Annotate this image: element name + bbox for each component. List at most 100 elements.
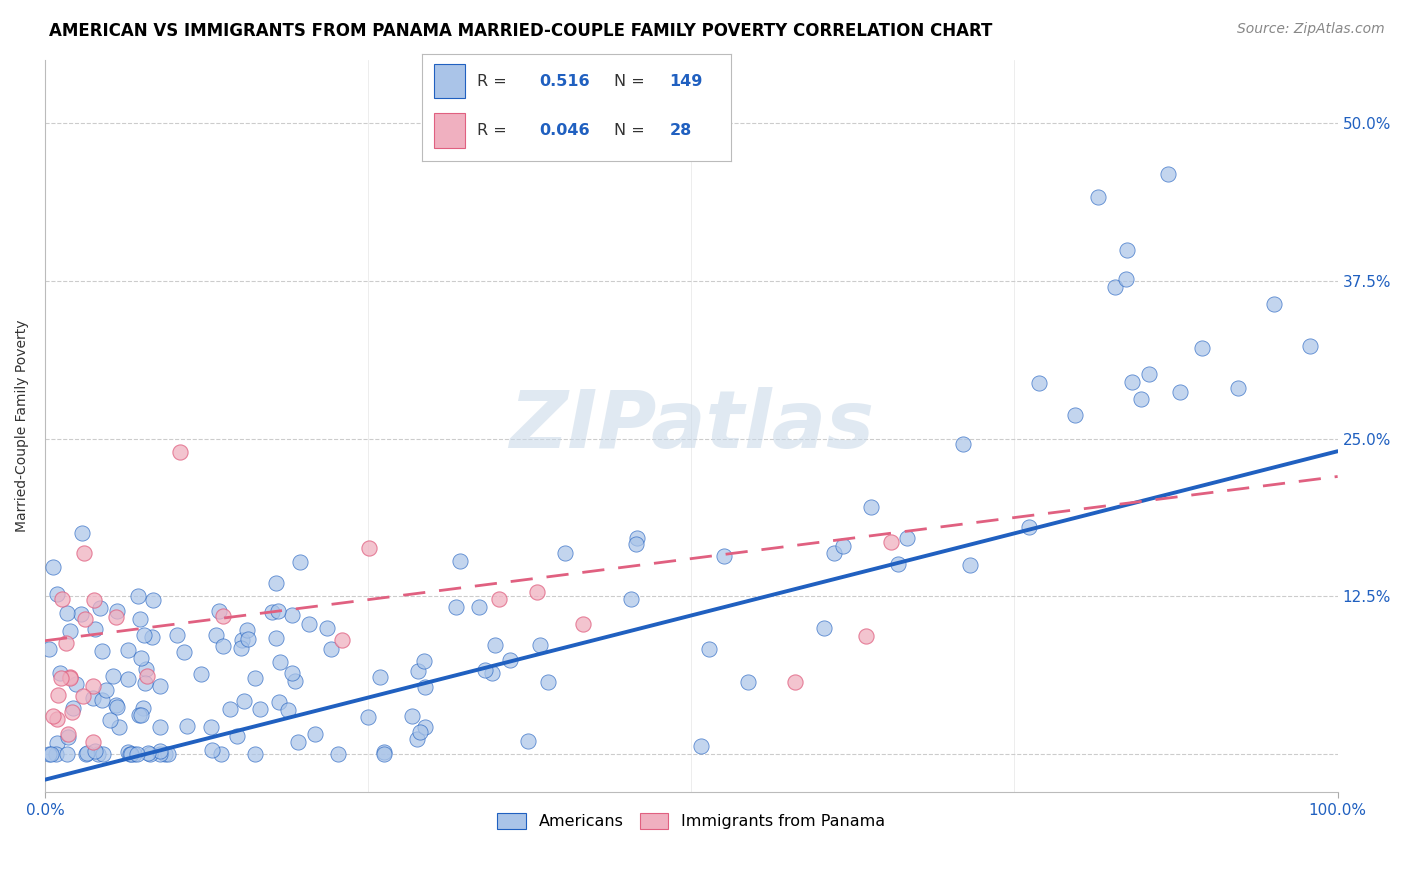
Point xyxy=(149,747,172,762)
Text: N =: N = xyxy=(613,123,650,138)
Point xyxy=(120,747,142,762)
Point xyxy=(42,559,65,574)
Point xyxy=(373,745,395,759)
Text: AMERICAN VS IMMIGRANTS FROM PANAMA MARRIED-COUPLE FAMILY POVERTY CORRELATION CHA: AMERICAN VS IMMIGRANTS FROM PANAMA MARRI… xyxy=(49,22,993,40)
Point xyxy=(326,747,349,762)
Point xyxy=(56,747,79,762)
Point xyxy=(86,747,108,762)
Legend: Americans, Immigrants from Panama: Americans, Immigrants from Panama xyxy=(491,806,891,836)
Point xyxy=(277,703,299,717)
Point xyxy=(169,445,191,459)
Point xyxy=(231,632,253,647)
Point xyxy=(84,744,107,758)
Point xyxy=(41,709,63,723)
Point xyxy=(105,605,128,619)
Point xyxy=(401,709,423,723)
Point xyxy=(101,669,124,683)
FancyBboxPatch shape xyxy=(434,64,465,98)
Point xyxy=(200,720,222,734)
Point xyxy=(105,610,128,624)
Point xyxy=(205,628,228,642)
Point xyxy=(49,666,72,681)
Point xyxy=(212,609,235,624)
Point xyxy=(952,437,974,451)
Point xyxy=(229,641,252,656)
Point xyxy=(69,607,91,621)
Point xyxy=(880,535,903,549)
Point xyxy=(269,655,291,669)
Point xyxy=(409,724,432,739)
Point xyxy=(449,554,471,568)
Point xyxy=(484,638,506,652)
Point xyxy=(117,672,139,686)
Point xyxy=(136,669,159,683)
Point xyxy=(1137,367,1160,381)
Point xyxy=(38,642,60,657)
Point xyxy=(624,537,647,551)
Point xyxy=(1121,376,1143,390)
Point xyxy=(84,622,107,636)
Point xyxy=(264,631,287,645)
Point xyxy=(82,691,104,706)
Point xyxy=(243,671,266,685)
Point xyxy=(59,624,82,639)
Point xyxy=(1063,408,1085,422)
Point xyxy=(72,689,94,703)
Point xyxy=(298,616,321,631)
Point xyxy=(488,592,510,607)
Point xyxy=(46,712,69,726)
Point xyxy=(149,720,172,734)
Point xyxy=(65,677,87,691)
Point xyxy=(284,674,307,689)
Point xyxy=(51,592,73,607)
Point xyxy=(127,589,149,603)
Point xyxy=(218,702,240,716)
Text: R =: R = xyxy=(478,123,512,138)
Point xyxy=(896,531,918,545)
Point xyxy=(45,747,67,762)
Point xyxy=(41,747,63,762)
Point xyxy=(620,592,643,607)
Point xyxy=(70,525,93,540)
Point xyxy=(46,587,69,601)
Point xyxy=(136,747,159,761)
Point xyxy=(571,617,593,632)
Point xyxy=(56,727,79,741)
Point xyxy=(373,747,395,762)
Point xyxy=(713,549,735,563)
Point xyxy=(855,629,877,643)
Point xyxy=(104,698,127,712)
Point xyxy=(82,734,104,748)
Point xyxy=(368,670,391,684)
Point xyxy=(499,652,522,666)
Point xyxy=(93,747,115,762)
Point xyxy=(56,730,79,744)
Point xyxy=(1191,341,1213,355)
Point xyxy=(823,546,845,560)
Point xyxy=(887,557,910,571)
Point xyxy=(131,708,153,723)
Point xyxy=(75,747,97,762)
Point xyxy=(46,688,69,702)
Point xyxy=(537,675,560,690)
Point xyxy=(287,734,309,748)
Point xyxy=(697,641,720,656)
Point xyxy=(59,670,82,684)
Point xyxy=(1028,376,1050,390)
Point xyxy=(859,500,882,515)
Point xyxy=(73,546,96,560)
Point xyxy=(468,599,491,614)
Point xyxy=(529,638,551,652)
Point xyxy=(626,531,648,545)
FancyBboxPatch shape xyxy=(434,113,465,148)
Point xyxy=(94,682,117,697)
Point xyxy=(1263,296,1285,310)
Point xyxy=(62,700,84,714)
Point xyxy=(176,719,198,733)
Point xyxy=(132,701,155,715)
Point xyxy=(225,729,247,743)
Point xyxy=(266,575,288,590)
Point xyxy=(38,747,60,762)
Point xyxy=(316,622,339,636)
Point xyxy=(1115,243,1137,257)
